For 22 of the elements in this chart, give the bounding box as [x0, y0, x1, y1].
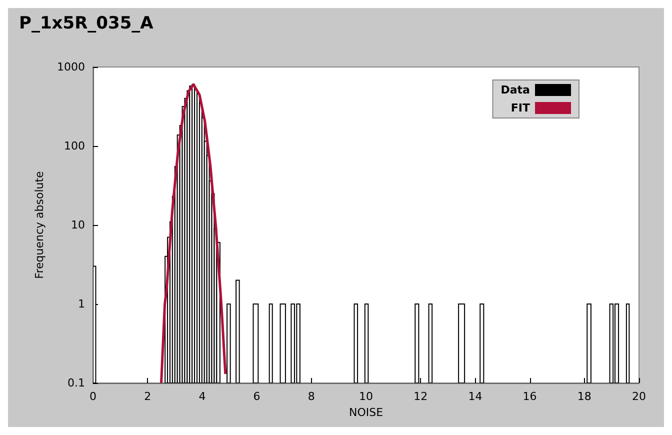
x-tick-label: 8	[308, 390, 315, 403]
x-tick-label: 16	[522, 390, 537, 403]
legend-label: Data	[500, 84, 530, 96]
chart-title: P_1x5R_035_A	[19, 14, 154, 34]
y-axis-title: Frequency absolute	[33, 170, 46, 279]
x-tick-label: 10	[359, 390, 373, 403]
x-tick-label: 18	[577, 390, 592, 403]
x-axis-title: NOISE	[348, 406, 384, 419]
x-tick-label: 2	[144, 390, 152, 403]
legend-label: FIT	[510, 102, 530, 114]
y-tick-label: 100	[64, 140, 85, 152]
y-tick-label: 0.1	[68, 376, 85, 390]
x-tick-label: 20	[632, 390, 646, 403]
x-tick-label: 14	[468, 390, 482, 403]
x-tick-label: 4	[198, 390, 206, 403]
y-tick-label: 1000	[57, 60, 85, 74]
line-series	[160, 83, 227, 384]
x-tick-label: 0	[90, 390, 96, 403]
x-tick-label: 12	[414, 390, 428, 403]
y-tick-label: 10	[71, 218, 85, 232]
x-tick-label: 6	[253, 390, 260, 403]
y-tick-label: 1	[78, 298, 85, 310]
